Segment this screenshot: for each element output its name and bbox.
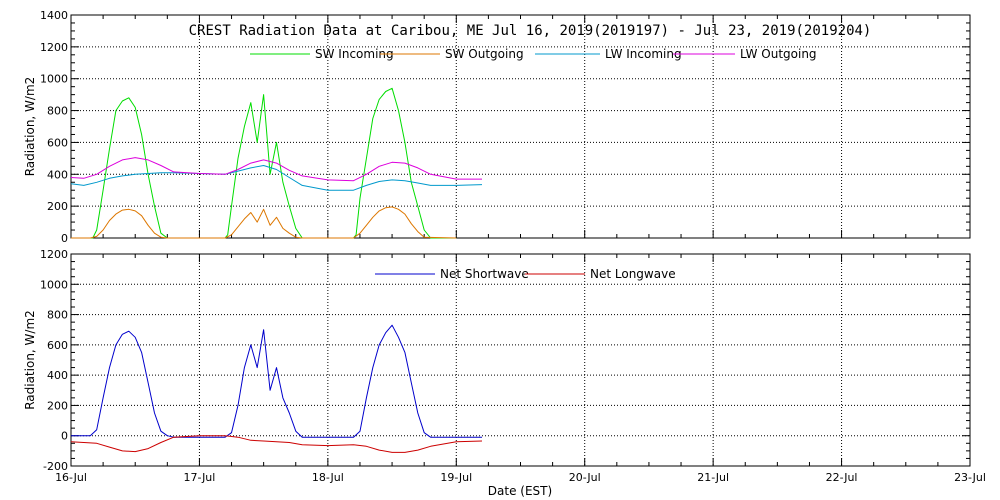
x-tick-label: 19-Jul — [440, 471, 472, 484]
bottom-y-tick-label: 1000 — [40, 278, 68, 291]
series-line-sw-incoming — [71, 87, 457, 239]
x-tick-label: 23-Jul — [954, 471, 986, 484]
top-y-tick-label: 0 — [61, 232, 68, 245]
bottom-y-tick-label: 200 — [47, 399, 68, 412]
x-tick-label: 21-Jul — [697, 471, 729, 484]
series-line-lw-outgoing — [70, 157, 482, 182]
top-y-tick-label: 1400 — [40, 9, 68, 22]
chart-title: CREST Radiation Data at Caribou, ME Jul … — [189, 23, 872, 39]
bottom-panel: -200 0 200 400 600 800 1000 1200 16-Jul 17-Jul 18-… — [23, 248, 986, 484]
bottom-y-tick-label: 1200 — [40, 248, 68, 261]
x-axis-label: Date (EST) — [488, 484, 552, 498]
bottom-y-tick-label: 0 — [61, 430, 68, 443]
bottom-y-tick-label: 400 — [47, 369, 68, 382]
top-y-tick-label: 1200 — [40, 41, 68, 54]
series-line-sw-outgoing — [71, 206, 457, 239]
legend-label-net-shortwave: Net Shortwave — [440, 267, 529, 281]
top-y-axis-label: Radiation, W/m2 — [23, 77, 37, 177]
bottom-y-tick-label: -200 — [43, 460, 68, 473]
top-y-tick-label: 800 — [47, 105, 68, 118]
x-tick-label: 22-Jul — [826, 471, 858, 484]
bottom-plot-frame — [70, 253, 971, 467]
top-y-tick-label: 200 — [47, 200, 68, 213]
bottom-y-tick-label: 600 — [47, 339, 68, 352]
top-panel: 0 200 400 600 800 1000 1200 1400 Radiation, W/m2… — [23, 9, 971, 245]
series-line-lw-incoming — [70, 165, 483, 191]
bottom-y-axis-label: Radiation, W/m2 — [23, 310, 37, 410]
x-tick-label: 18-Jul — [312, 471, 344, 484]
legend-label-sw-outgoing: SW Outgoing — [445, 47, 524, 61]
legend-label-net-longwave: Net Longwave — [590, 267, 676, 281]
legend-label-lw-incoming: LW Incoming — [605, 47, 682, 61]
legend-label-lw-outgoing: LW Outgoing — [740, 47, 817, 61]
top-y-tick-label: 1000 — [40, 73, 68, 86]
bottom-y-tick-label: 800 — [47, 309, 68, 322]
top-y-tick-label: 600 — [47, 136, 68, 149]
x-tick-label: 20-Jul — [569, 471, 601, 484]
legend-label-sw-incoming: SW Incoming — [315, 47, 394, 61]
x-tick-label: 17-Jul — [183, 471, 215, 484]
series-line-net-shortwave — [71, 324, 482, 438]
x-tick-label: 16-Jul — [55, 471, 87, 484]
top-y-tick-label: 400 — [47, 168, 68, 181]
series-line-net-longwave — [70, 435, 483, 453]
